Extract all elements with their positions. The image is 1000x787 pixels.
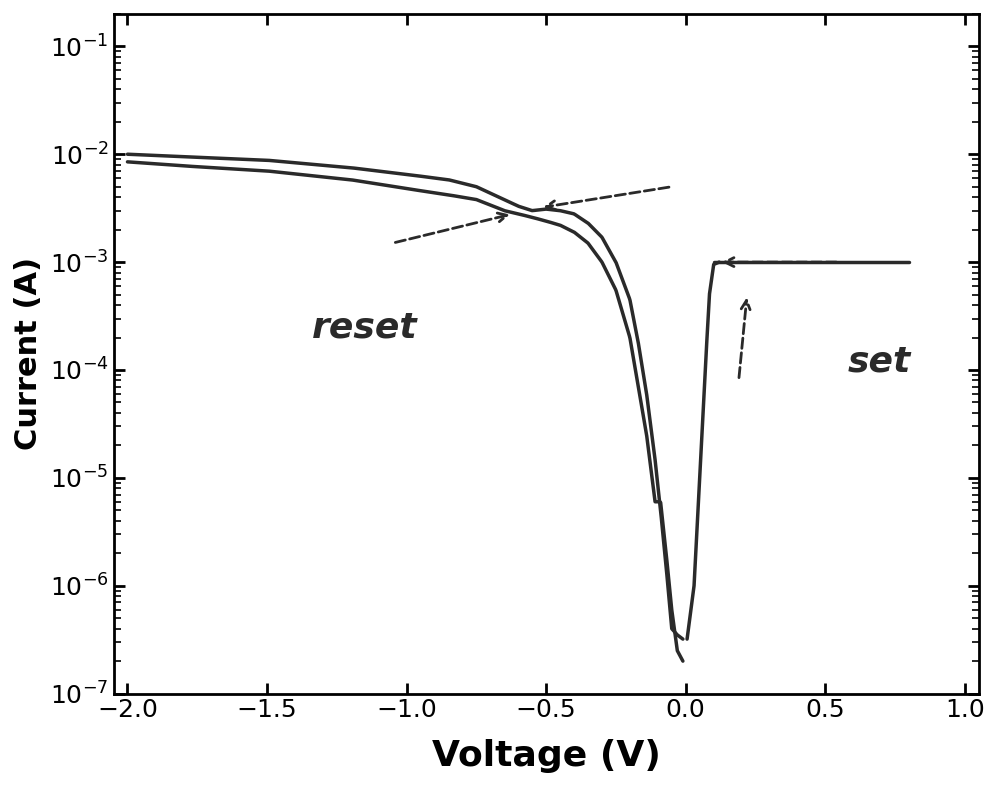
Y-axis label: Current (A): Current (A)	[14, 257, 43, 450]
X-axis label: Voltage (V): Voltage (V)	[432, 739, 661, 773]
Text: set: set	[848, 345, 911, 379]
Text: reset: reset	[312, 310, 418, 344]
